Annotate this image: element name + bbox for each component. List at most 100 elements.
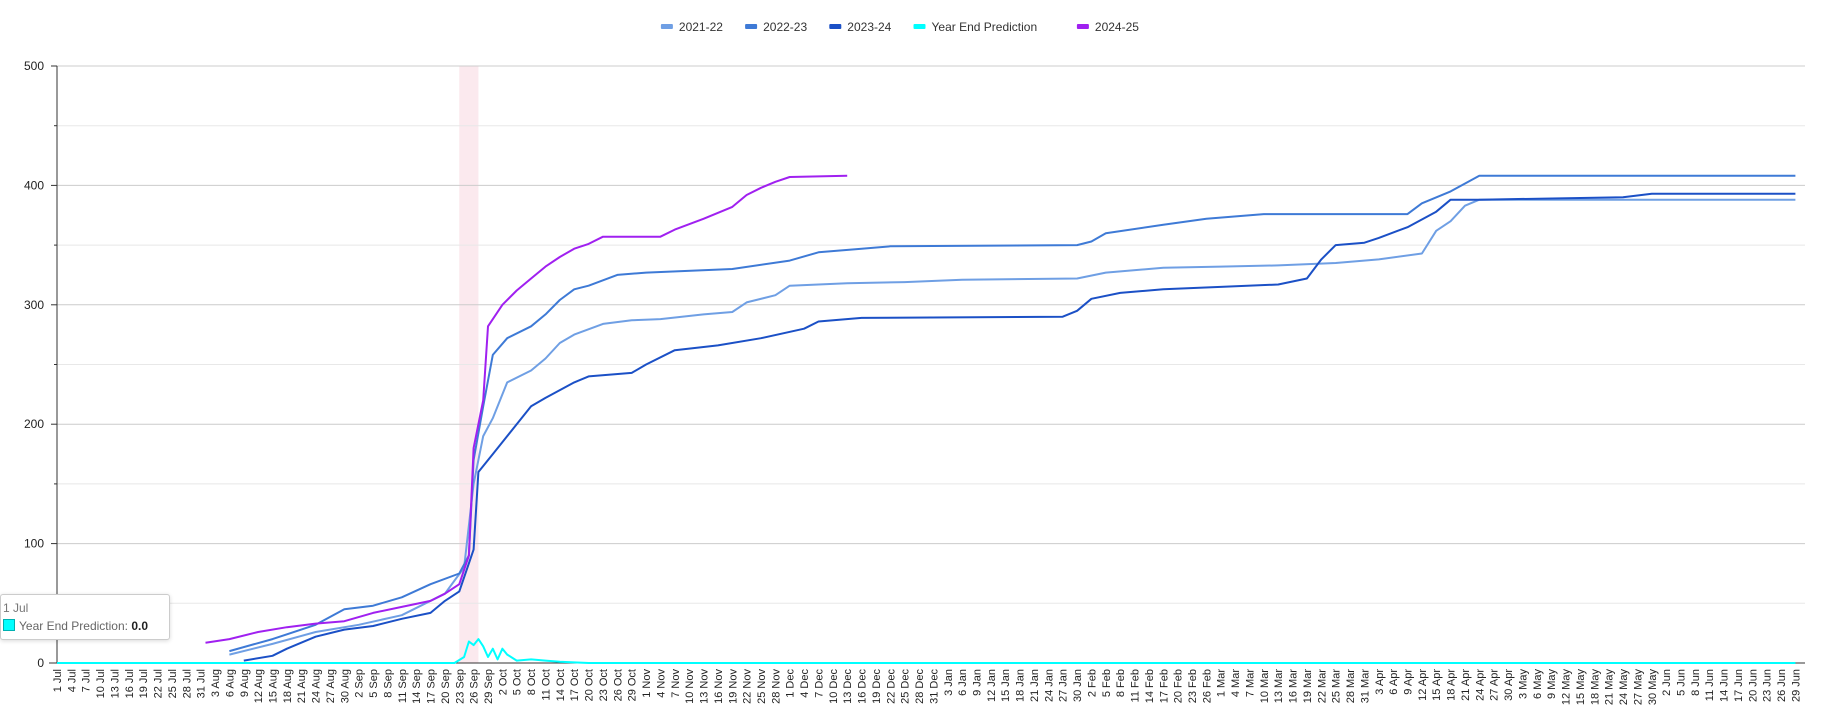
- x-tick-label: 27 Apr: [1489, 669, 1501, 701]
- x-tick-label: 9 Jan: [971, 669, 983, 696]
- x-tick-label: 10 Dec: [828, 669, 840, 704]
- x-tick-label: 23 Oct: [598, 669, 610, 701]
- x-tick-label: 13 Jul: [109, 669, 121, 698]
- y-tick-label: 300: [24, 298, 44, 312]
- x-tick-label: 27 Aug: [325, 669, 337, 703]
- x-tick-label: 6 Apr: [1388, 669, 1400, 695]
- y-tick-label: 400: [24, 178, 44, 192]
- x-tick-label: 1 Nov: [641, 669, 653, 698]
- x-tick-label: 11 Sep: [397, 669, 409, 703]
- series-layer: [57, 174, 1796, 664]
- series-line-2023-24: [243, 192, 1796, 662]
- x-tick-label: 8 Oct: [526, 669, 538, 695]
- y-tick-label: 100: [24, 537, 44, 551]
- x-tick-label: 1 Dec: [785, 669, 797, 698]
- legend-swatch-year-end-prediction[interactable]: [913, 24, 926, 29]
- x-tick-label: 4 Jul: [66, 669, 78, 692]
- x-tick-label: 28 Nov: [770, 669, 782, 704]
- x-tick-label: 17 Sep: [426, 669, 438, 704]
- x-tick-label: 2 Feb: [1086, 669, 1098, 697]
- x-tick-label: 5 Jun: [1675, 669, 1687, 696]
- y-axis-ticks: 0 100 200 300 400 500: [24, 59, 44, 670]
- legend-swatch-2023-24[interactable]: [829, 24, 842, 29]
- x-tick-label: 22 Mar: [1316, 669, 1328, 704]
- x-tick-label: 25 Jul: [167, 669, 179, 698]
- x-tick-label: 1 Jul: [52, 669, 64, 692]
- x-tick-label: 23 Feb: [1187, 669, 1199, 703]
- x-tick-label: 3 Apr: [1374, 669, 1386, 695]
- x-tick-label: 29 Jun: [1790, 669, 1802, 702]
- x-tick-label: 26 Feb: [1201, 669, 1213, 703]
- x-tick-label: 22 Nov: [742, 669, 754, 704]
- x-tick-label: 31 Mar: [1359, 669, 1371, 704]
- x-tick-label: 7 Mar: [1244, 669, 1256, 697]
- x-tick-label: 3 Jan: [943, 669, 955, 696]
- x-tick-label: 13 Dec: [842, 669, 854, 704]
- series-line-2024-25: [205, 174, 848, 644]
- x-tick-label: 31 Jul: [196, 669, 208, 698]
- x-tick-label: 16 Jul: [124, 669, 136, 698]
- x-tick-label: 1 Mar: [1216, 669, 1228, 697]
- x-tick-label: 12 Aug: [253, 669, 265, 703]
- legend-label-2021-22[interactable]: 2021-22: [679, 20, 723, 34]
- x-tick-label: 30 Apr: [1503, 669, 1515, 701]
- x-tick-label: 12 Jan: [986, 669, 998, 702]
- legend-swatch-2022-23[interactable]: [745, 24, 758, 29]
- x-tick-label: 26 Sep: [469, 669, 481, 704]
- x-tick-label: 22 Dec: [885, 669, 897, 704]
- x-tick-label: 9 Apr: [1403, 669, 1415, 695]
- x-tick-label: 10 Mar: [1259, 669, 1271, 704]
- series-line-2021-22: [229, 198, 1796, 656]
- x-tick-label: 11 Oct: [540, 669, 552, 701]
- x-tick-label: 7 Dec: [813, 669, 825, 698]
- grid: [57, 65, 1805, 604]
- legend-label-2022-23[interactable]: 2022-23: [763, 20, 807, 34]
- x-tick-label: 19 Nov: [727, 669, 739, 704]
- x-tick-label: 21 Apr: [1460, 669, 1472, 701]
- x-tick-label: 4 Mar: [1230, 669, 1242, 697]
- x-tick-label: 19 Jul: [138, 669, 150, 698]
- legend-label-2024-25[interactable]: 2024-25: [1095, 20, 1139, 34]
- tooltip-row: Year End Prediction: 0.0: [3, 619, 148, 633]
- x-axis-ticks: 1 Jul 4 Jul 7 Jul 10 Jul 13 Jul 16 Jul 19 Jul 2…: [52, 669, 1802, 706]
- x-tick-label: 5 Oct: [512, 669, 524, 695]
- tooltip-value: 0.0: [131, 619, 148, 633]
- x-tick-label: 11 Jun: [1704, 669, 1716, 701]
- x-tick-label: 3 May: [1517, 669, 1529, 699]
- x-tick-label: 2 Oct: [497, 669, 509, 695]
- x-tick-label: 13 Nov: [699, 669, 711, 704]
- x-tick-label: 20 Oct: [584, 669, 596, 701]
- legend-swatch-2024-25[interactable]: [1076, 24, 1089, 29]
- x-tick-label: 30 Jan: [1072, 669, 1084, 702]
- x-tick-label: 28 Mar: [1345, 669, 1357, 704]
- x-tick-label: 14 Feb: [1144, 669, 1156, 703]
- x-tick-label: 27 May: [1632, 669, 1644, 706]
- x-tick-label: 2 Jun: [1661, 669, 1673, 696]
- x-tick-label: 4 Dec: [799, 669, 811, 698]
- x-tick-label: 25 Mar: [1331, 669, 1343, 704]
- x-tick-label: 9 May: [1546, 669, 1558, 699]
- x-tick-label: 21 Aug: [296, 669, 308, 703]
- legend-swatch-2021-22[interactable]: [660, 24, 673, 29]
- tooltip-date: 1 Jul: [3, 601, 29, 615]
- x-tick-label: 12 Apr: [1417, 669, 1429, 701]
- x-tick-label: 4 Nov: [655, 669, 667, 698]
- x-tick-label: 17 Oct: [569, 669, 581, 701]
- x-tick-label: 31 Dec: [928, 669, 940, 704]
- x-tick-label: 30 Aug: [339, 669, 351, 703]
- y-tick-label: 200: [24, 417, 44, 431]
- x-tick-label: 10 Jul: [95, 669, 107, 698]
- tooltip-series-name: Year End Prediction: [19, 619, 125, 633]
- x-tick-label: 27 Jan: [1058, 669, 1070, 702]
- legend-label-year-end-prediction[interactable]: Year End Prediction: [932, 20, 1038, 34]
- x-tick-label: 26 Jun: [1776, 669, 1788, 702]
- x-tick-label: 13 Mar: [1273, 669, 1285, 704]
- x-tick-label: 24 Jan: [1043, 669, 1055, 702]
- x-tick-label: 11 Feb: [1130, 669, 1142, 702]
- x-tick-label: 12 May: [1561, 669, 1573, 706]
- legend-label-2023-24[interactable]: 2023-24: [847, 20, 891, 34]
- x-tick-label: 22 Jul: [153, 669, 165, 698]
- x-tick-label: 24 Apr: [1474, 669, 1486, 701]
- x-tick-label: 18 Apr: [1446, 669, 1458, 701]
